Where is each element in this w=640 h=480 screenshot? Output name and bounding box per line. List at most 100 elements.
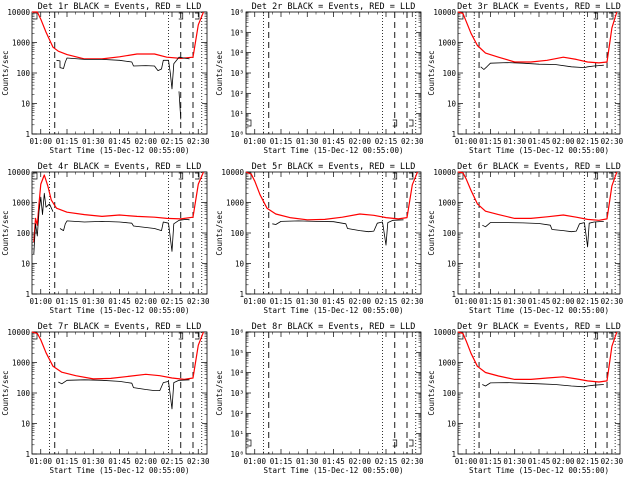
chart-panel-6: Det 6r BLACK = Events, RED = LLD 1 10 100 10… xyxy=(427,162,624,315)
y-axis-label: Counts/sec xyxy=(1,50,10,95)
event-rate-line xyxy=(272,219,404,246)
x-tick-label: 02:15 xyxy=(375,297,398,306)
x-axis-label: Start Time (15-Dec-12 00:55:00) xyxy=(469,306,609,315)
x-tick-label: 01:15 xyxy=(479,457,502,466)
x-tick-label: 01:15 xyxy=(479,137,502,146)
event-rate-line xyxy=(59,219,190,252)
chart-panel-4: Det 4r BLACK = Events, RED = LLD 1 10 100 10… xyxy=(1,162,210,315)
x-tick-label: 01:15 xyxy=(270,297,293,306)
y-tick-label: 10⁴ xyxy=(230,49,244,58)
lld-rate-line xyxy=(457,331,618,383)
y-tick-label: 10⁶ xyxy=(230,328,244,337)
x-tick-label: 02:00 xyxy=(552,297,575,306)
x-axis-label: Start Time (15-Dec-12 00:55:00) xyxy=(50,466,190,475)
y-tick-label: 100 xyxy=(16,69,30,78)
chart-panel-5: Det 5r BLACK = Events, RED = LLD 1 10 100 10… xyxy=(215,162,424,315)
chart-panel-1: Det 1r BLACK = Events, RED = LLD 1 10 100 10… xyxy=(1,2,210,155)
chart-title: Det 1r BLACK = Events, RED = LLD xyxy=(38,2,202,12)
x-tick-label: 02:00 xyxy=(134,457,157,466)
y-tick-label: 10000 xyxy=(221,168,244,177)
range-edge-marker xyxy=(195,12,200,20)
y-tick-label: 10⁵ xyxy=(230,28,244,37)
x-tick-label: 01:45 xyxy=(322,457,345,466)
y-tick-label: 10000 xyxy=(7,328,30,337)
range-edge-marker xyxy=(609,12,614,20)
y-tick-label: 100 xyxy=(16,229,30,238)
y-axis-label: Counts/sec xyxy=(215,370,224,415)
range-edge-marker xyxy=(593,332,599,340)
event-rate-line xyxy=(480,62,604,70)
range-edge-marker xyxy=(409,119,414,127)
chart-panel-8: Det 8r BLACK = Events, RED = LLD 10⁰ 10¹ 10… xyxy=(215,322,424,475)
range-edge-marker xyxy=(459,12,464,20)
x-tick-label: 01:45 xyxy=(528,137,551,146)
lld-rate-line xyxy=(245,171,419,221)
event-rate-line xyxy=(482,382,604,388)
y-tick-label: 10² xyxy=(230,409,244,418)
range-edge-marker xyxy=(247,439,252,447)
x-tick-label: 02:30 xyxy=(187,457,210,466)
range-edge-marker xyxy=(178,172,184,180)
range-edge-marker xyxy=(33,172,38,180)
y-tick-label: 1000 xyxy=(438,199,457,208)
x-tick-label: 02:00 xyxy=(552,137,575,146)
range-edge-marker xyxy=(409,172,414,180)
y-tick-label: 10000 xyxy=(7,8,30,17)
chart-title: Det 3r BLACK = Events, RED = LLD xyxy=(457,2,621,12)
x-tick-label: 02:15 xyxy=(161,457,184,466)
range-edge-marker xyxy=(33,12,38,20)
x-tick-label: 02:30 xyxy=(401,297,424,306)
y-tick-label: 10000 xyxy=(433,168,456,177)
chart-panel-3: Det 3r BLACK = Events, RED = LLD 1 10 100 10… xyxy=(427,2,624,155)
x-tick-label: 02:00 xyxy=(348,457,371,466)
y-tick-label: 1 xyxy=(25,130,30,139)
x-tick-label: 01:45 xyxy=(528,297,551,306)
y-tick-label: 1000 xyxy=(12,39,31,48)
y-tick-label: 10 xyxy=(235,260,245,269)
x-tick-label: 02:15 xyxy=(375,137,398,146)
lld-rate-line xyxy=(33,171,205,243)
chart-title: Det 5r BLACK = Events, RED = LLD xyxy=(252,162,416,172)
y-tick-label: 100 xyxy=(16,389,30,398)
y-tick-label: 10 xyxy=(447,260,457,269)
x-tick-label: 02:30 xyxy=(401,137,424,146)
x-tick-label: 01:45 xyxy=(528,457,551,466)
range-edge-marker xyxy=(459,172,464,180)
lld-rate-line xyxy=(31,331,205,380)
y-tick-label: 10³ xyxy=(230,69,244,78)
x-tick-label: 01:30 xyxy=(82,457,105,466)
y-tick-label: 1 xyxy=(239,290,244,299)
x-tick-label: 02:30 xyxy=(601,297,624,306)
x-tick-label: 02:15 xyxy=(576,137,599,146)
x-tick-label: 02:30 xyxy=(401,457,424,466)
range-edge-marker xyxy=(392,172,398,180)
y-axis-label: Counts/sec xyxy=(215,50,224,95)
y-tick-label: 1000 xyxy=(438,39,457,48)
y-tick-label: 10⁴ xyxy=(230,369,244,378)
y-tick-label: 10² xyxy=(230,89,244,98)
y-tick-label: 1 xyxy=(451,130,456,139)
x-axis-label: Start Time (15-Dec-12 00:55:00) xyxy=(50,306,190,315)
x-tick-label: 01:30 xyxy=(296,297,319,306)
chart-panel-9: Det 9r BLACK = Events, RED = LLD 1 10 100 10… xyxy=(427,322,624,475)
x-axis-label: Start Time (15-Dec-12 00:55:00) xyxy=(469,146,609,155)
x-tick-label: 01:30 xyxy=(296,137,319,146)
x-tick-label: 01:15 xyxy=(270,457,293,466)
lld-rate-line xyxy=(457,171,618,221)
y-tick-label: 1 xyxy=(451,450,456,459)
x-tick-label: 02:00 xyxy=(134,137,157,146)
y-tick-label: 10⁰ xyxy=(230,130,244,139)
x-tick-label: 01:00 xyxy=(243,297,266,306)
range-edge-marker xyxy=(392,119,398,127)
x-tick-label: 01:45 xyxy=(108,137,131,146)
y-tick-label: 100 xyxy=(442,229,456,238)
y-axis-label: Counts/sec xyxy=(427,370,436,415)
chart-panel-7: Det 7r BLACK = Events, RED = LLD 1 10 100 10… xyxy=(1,322,210,475)
y-tick-label: 1000 xyxy=(438,359,457,368)
x-tick-label: 01:15 xyxy=(270,137,293,146)
y-axis-label: Counts/sec xyxy=(215,210,224,255)
y-tick-label: 1000 xyxy=(226,199,245,208)
x-tick-label: 02:30 xyxy=(601,137,624,146)
y-tick-label: 10⁰ xyxy=(230,450,244,459)
range-edge-marker xyxy=(33,332,38,340)
